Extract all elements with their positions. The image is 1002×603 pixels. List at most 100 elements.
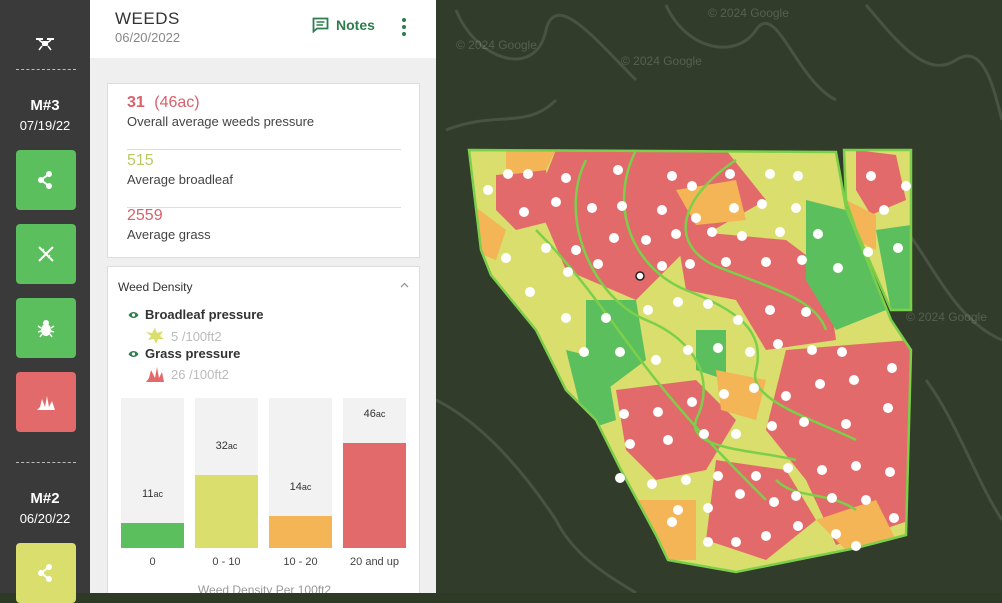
sample-point[interactable] — [791, 491, 801, 501]
sample-point[interactable] — [901, 181, 911, 191]
sample-point[interactable] — [703, 537, 713, 547]
sample-point[interactable] — [619, 409, 629, 419]
sample-point[interactable] — [683, 345, 693, 355]
mission-3[interactable]: M#3 07/19/22 — [0, 97, 90, 133]
sample-point[interactable] — [579, 347, 589, 357]
sample-point[interactable] — [731, 429, 741, 439]
sample-point[interactable] — [866, 171, 876, 181]
sample-point[interactable] — [643, 305, 653, 315]
sample-point[interactable] — [791, 203, 801, 213]
sample-point[interactable] — [863, 247, 873, 257]
sample-point[interactable] — [647, 479, 657, 489]
sample-point[interactable] — [797, 255, 807, 265]
sample-point[interactable] — [775, 227, 785, 237]
sample-point[interactable] — [609, 233, 619, 243]
sample-point[interactable] — [827, 493, 837, 503]
sample-point[interactable] — [703, 503, 713, 513]
sample-point[interactable] — [879, 205, 889, 215]
tool-button-dna[interactable] — [16, 224, 76, 284]
sample-point[interactable] — [761, 257, 771, 267]
sample-point[interactable] — [673, 505, 683, 515]
sample-point[interactable] — [799, 417, 809, 427]
sample-point[interactable] — [699, 429, 709, 439]
sample-point[interactable] — [735, 489, 745, 499]
sample-point[interactable] — [707, 227, 717, 237]
sample-point[interactable] — [725, 169, 735, 179]
sample-point[interactable] — [561, 173, 571, 183]
sample-point[interactable] — [653, 407, 663, 417]
sample-point[interactable] — [519, 207, 529, 217]
map-canvas[interactable] — [436, 0, 1002, 593]
sample-point[interactable] — [837, 347, 847, 357]
sample-point[interactable] — [719, 389, 729, 399]
grass-pressure-toggle[interactable]: Grass pressure — [128, 346, 240, 361]
field-map[interactable]: © 2024 Google © 2024 Google © 2024 Googl… — [436, 0, 1002, 593]
selected-point-marker[interactable] — [635, 271, 645, 281]
sample-point[interactable] — [851, 541, 861, 551]
sample-point[interactable] — [793, 171, 803, 181]
sample-point[interactable] — [769, 497, 779, 507]
tool-button-zones-m2[interactable] — [16, 543, 76, 603]
sample-point[interactable] — [667, 517, 677, 527]
sample-point[interactable] — [861, 495, 871, 505]
tool-button-weeds[interactable] — [16, 372, 76, 432]
sample-point[interactable] — [615, 347, 625, 357]
sample-point[interactable] — [651, 355, 661, 365]
sample-point[interactable] — [503, 169, 513, 179]
sample-point[interactable] — [851, 461, 861, 471]
sample-point[interactable] — [713, 343, 723, 353]
broadleaf-pressure-toggle[interactable]: Broadleaf pressure — [128, 307, 264, 322]
sample-point[interactable] — [501, 253, 511, 263]
sample-point[interactable] — [849, 375, 859, 385]
sample-point[interactable] — [657, 205, 667, 215]
sample-point[interactable] — [671, 229, 681, 239]
chevron-up-icon[interactable] — [400, 281, 409, 290]
sample-point[interactable] — [691, 213, 701, 223]
sample-point[interactable] — [887, 363, 897, 373]
sample-point[interactable] — [807, 345, 817, 355]
sample-point[interactable] — [749, 383, 759, 393]
sample-point[interactable] — [593, 259, 603, 269]
sample-point[interactable] — [745, 347, 755, 357]
sample-point[interactable] — [841, 419, 851, 429]
sample-point[interactable] — [681, 475, 691, 485]
sample-point[interactable] — [561, 313, 571, 323]
sample-point[interactable] — [783, 463, 793, 473]
sample-point[interactable] — [765, 305, 775, 315]
sample-point[interactable] — [667, 171, 677, 181]
more-options-button[interactable] — [396, 17, 412, 37]
sample-point[interactable] — [641, 235, 651, 245]
sample-point[interactable] — [761, 531, 771, 541]
sample-point[interactable] — [815, 379, 825, 389]
sample-point[interactable] — [613, 165, 623, 175]
sample-point[interactable] — [765, 169, 775, 179]
sample-point[interactable] — [781, 391, 791, 401]
sample-point[interactable] — [737, 231, 747, 241]
density-bar-3[interactable]: 46ac — [343, 398, 406, 548]
sample-point[interactable] — [831, 529, 841, 539]
sample-point[interactable] — [767, 421, 777, 431]
tool-button-zones[interactable] — [16, 150, 76, 210]
sample-point[interactable] — [571, 245, 581, 255]
sample-point[interactable] — [625, 439, 635, 449]
sample-point[interactable] — [751, 471, 761, 481]
sample-point[interactable] — [657, 261, 667, 271]
sample-point[interactable] — [703, 299, 713, 309]
sample-point[interactable] — [817, 465, 827, 475]
sample-point[interactable] — [687, 181, 697, 191]
sample-point[interactable] — [883, 403, 893, 413]
sample-point[interactable] — [729, 203, 739, 213]
density-bar-0[interactable]: 11ac — [121, 398, 184, 548]
sample-point[interactable] — [617, 201, 627, 211]
sample-point[interactable] — [551, 197, 561, 207]
density-bar-1[interactable]: 32ac — [195, 398, 258, 548]
sample-point[interactable] — [601, 313, 611, 323]
sample-point[interactable] — [731, 537, 741, 547]
density-bar-2[interactable]: 14ac — [269, 398, 332, 548]
notes-button[interactable]: Notes — [312, 17, 375, 33]
sample-point[interactable] — [587, 203, 597, 213]
sample-point[interactable] — [663, 435, 673, 445]
sample-point[interactable] — [713, 471, 723, 481]
sample-point[interactable] — [813, 229, 823, 239]
sample-point[interactable] — [523, 169, 533, 179]
